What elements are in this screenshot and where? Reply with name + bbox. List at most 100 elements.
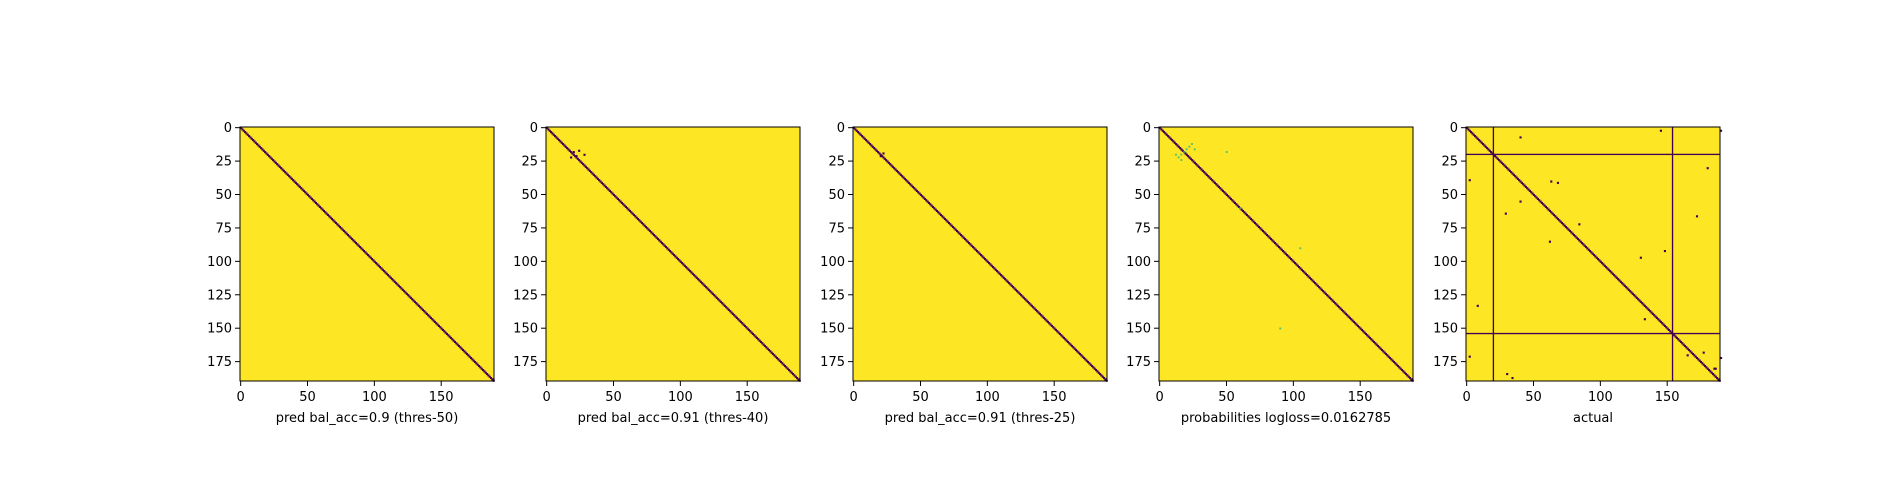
diagonal-cell [1080,354,1083,357]
diagonal-cell [1568,229,1572,233]
diagonal-cell [348,235,351,238]
heatmap-off-diagonal-cell [1468,179,1471,182]
diagonal-cell [404,291,407,294]
diagonal-cell [660,241,664,245]
diagonal-cell [923,197,926,200]
diagonal-cell [1607,268,1610,271]
diagonal-cell [774,355,777,358]
diagonal-cell [1570,231,1573,234]
diagonal-cell [1263,231,1266,234]
diagonal-cell [1237,205,1241,209]
diagonal-cell [1053,327,1056,330]
diagonal-cell [337,224,340,227]
diagonal-cell [358,245,362,249]
diagonal-cell [285,172,288,175]
diagonal-cell [686,267,689,270]
diagonal-cell [242,129,245,132]
diagonal-cell [862,136,865,139]
diagonal-cell [1286,254,1289,257]
diagonal-cell [1002,276,1005,279]
diagonal-cell [753,334,756,337]
diagonal-cell [1396,364,1400,368]
x-tick-label: 150 [1655,390,1680,405]
y-tick-label: 75 [1441,221,1458,236]
diagonal-cell [1065,339,1068,342]
diagonal-cell [576,157,579,160]
diagonal-cell [272,159,275,162]
diagonal-cell [1474,135,1477,138]
diagonal-cell [855,129,858,132]
diagonal-cell [456,343,459,346]
diagonal-cell [1101,375,1104,378]
heatmap-panel-2: 0 25 50 75 100 125 150 175 0 50 100 150 pred bal_acc… [513,121,801,426]
diagonal-cell [1277,245,1281,249]
diagonal-cell [1090,364,1094,368]
diagonal-cell [922,196,925,199]
diagonal-cell [1093,367,1096,370]
diagonal-cell [921,195,924,198]
diagonal-cell [436,323,439,326]
diagonal-cell [706,287,709,290]
diagonal-cell [1220,188,1223,191]
diagonal-cell [1705,366,1708,369]
diagonal-cell [328,215,331,218]
diagonal-cell [1510,171,1513,174]
diagonal-cell [1260,228,1263,231]
heatmap-off-diagonal-cell [1663,249,1666,253]
diagonal-cell [1635,296,1638,299]
diagonal-cell [1709,370,1712,373]
x-tick-label: 150 [735,390,760,405]
diagonal-cell [655,236,658,239]
diagonal-cell [387,274,390,277]
heatmap-off-diagonal-cell [1643,318,1646,321]
diagonal-cell [785,366,788,369]
diagonal-cell [1710,371,1713,374]
diagonal-cell [1677,338,1680,341]
diagonal-cell [480,367,483,370]
diagonal-cell [1683,344,1687,348]
diagonal-cell [252,139,255,142]
diagonal-cell [473,360,477,364]
y-tick-label: 75 [521,221,538,236]
diagonal-cell [945,219,948,222]
heatmap-panel-3: 0 25 50 75 100 125 150 175 0 50 100 150 pred bal_acc… [820,121,1108,426]
diagonal-cell [260,147,263,150]
diagonal-cell [1306,274,1309,277]
diagonal-cell [261,148,264,151]
diagonal-cell [622,203,625,206]
diagonal-cell [1232,200,1235,203]
diagonal-cell [317,204,320,207]
diagonal-cell [249,136,252,139]
y-tick-label: 175 [820,355,845,370]
diagonal-cell [1269,237,1273,241]
diagonal-cell [1057,331,1060,334]
y-tick-label: 150 [513,322,538,337]
diagonal-cell [1013,287,1016,290]
diagonal-cell [483,370,486,373]
diagonal-cell [1048,322,1051,325]
diagonal-cell [1229,197,1232,200]
diagonal-cell [401,288,404,291]
diagonal-cell [1339,307,1342,310]
heatmap-off-diagonal-cell [1468,355,1471,358]
diagonal-cell [1265,233,1269,237]
diagonal-cell [854,128,857,131]
diagonal-cell [266,153,269,156]
diagonal-cell [942,216,945,219]
diagonal-cell [1231,199,1234,202]
diagonal-cell [278,165,281,168]
y-tick-label: 150 [1126,322,1151,337]
diagonal-cell [1511,172,1514,175]
diagonal-cell [603,184,606,187]
diagonal-cell [381,268,384,271]
diagonal-cell [1715,376,1719,380]
diagonal-cell [946,220,949,223]
diagonal-cell [989,263,992,266]
diagonal-cell [1647,308,1650,311]
diagonal-cell [781,362,784,365]
diagonal-cell [1586,247,1589,250]
x-tick-label: 0 [1463,390,1471,405]
diagonal-cell [889,163,892,166]
diagonal-cell [1403,371,1406,374]
